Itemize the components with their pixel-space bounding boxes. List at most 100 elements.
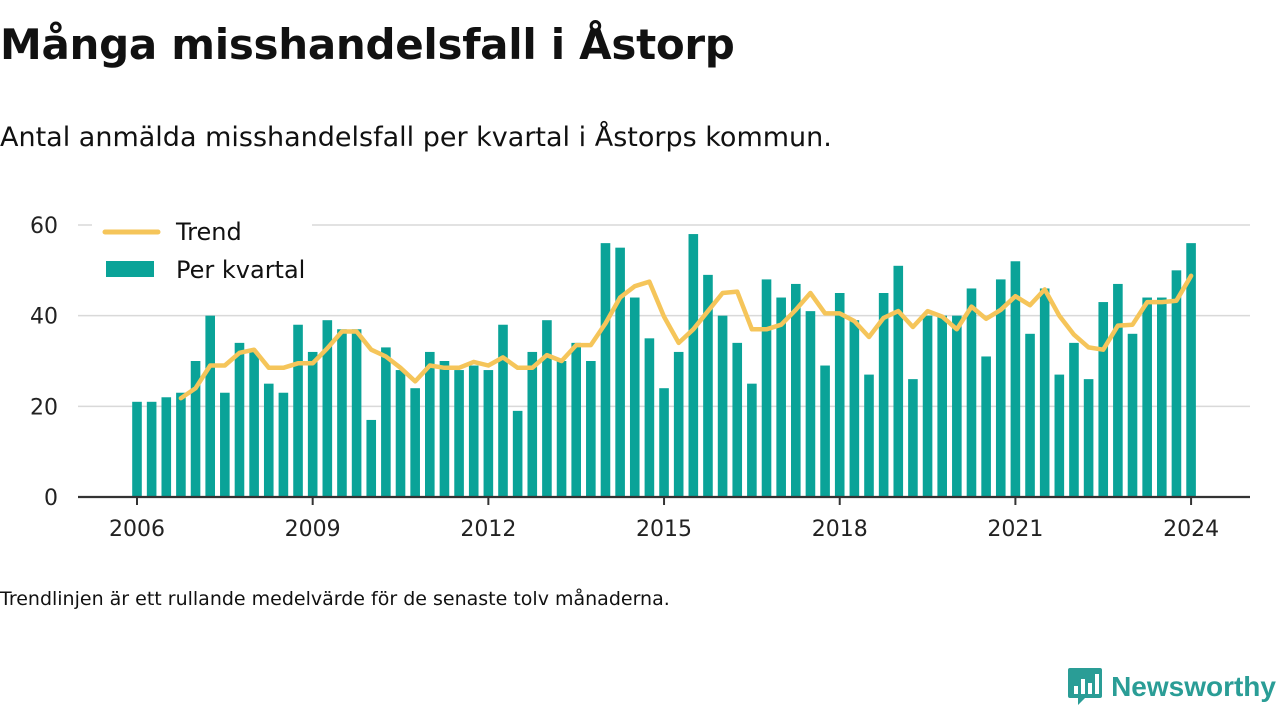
bar [1039,288,1050,497]
bar [1054,374,1065,497]
bar [1171,270,1182,497]
bar [878,293,889,497]
bar [761,279,772,497]
brand[interactable]: Newsworthy [1067,664,1276,710]
bar [263,383,274,497]
bar [249,351,259,497]
bar [600,243,611,497]
trend-layer [178,273,1194,401]
bar [527,351,538,497]
bar [966,288,977,497]
bar [659,388,669,497]
x-tick-label: 2006 [109,517,165,542]
bar [717,315,728,497]
y-tick-label: 40 [30,305,58,330]
bar [893,265,904,497]
bar [703,274,713,497]
bar [307,351,318,497]
bar [190,361,201,497]
bar [1127,333,1138,497]
bar [1186,243,1196,497]
bar [1098,302,1109,497]
newsworthy-logo-icon [1067,664,1103,710]
bar [586,361,596,497]
bar [834,293,845,497]
bar [146,401,157,497]
bars [132,234,1196,498]
bar [908,379,918,497]
bar [688,234,699,498]
bar [1069,342,1079,497]
y-tick-label: 60 [30,214,58,239]
x-tick-label: 2012 [460,517,516,542]
bar [747,383,757,497]
bar [205,315,215,497]
legend-bars-label: Per kvartal [176,256,305,284]
bar [425,351,435,497]
bar [176,392,186,497]
bar [1010,261,1021,497]
bar [220,392,230,497]
axes: 2006 2009 2012 2015 2018 2021 2024 [78,495,1250,542]
bar [1113,283,1123,497]
footnote: Trendlinjen är ett rullande medelvärde f… [0,588,670,610]
x-tick-label: 2021 [987,517,1043,542]
chart: 0 20 40 60 2006 2009 2012 2015 2018 2021 2024 Tre… [30,214,1250,542]
bar [161,397,172,497]
bar [629,297,640,497]
bar [512,410,523,497]
bar [381,347,391,497]
bar [351,329,362,497]
bar [278,392,289,497]
bar [673,351,684,497]
bar [615,247,625,497]
bar [995,279,1006,497]
bar [322,320,333,497]
bar [1142,297,1152,497]
bar [132,401,142,497]
bar [468,365,479,497]
brand-name: Newsworthy [1111,671,1276,702]
bar [571,342,581,497]
bar [498,324,508,497]
bar [776,297,786,497]
x-tick-label: 2018 [812,517,868,542]
bar [556,361,567,497]
bar [981,356,991,497]
legend-bars-swatch [106,261,154,277]
bar [337,329,347,497]
bar [732,342,743,497]
chart-subtitle: Antal anmälda misshandelsfall per kvarta… [0,122,832,153]
bar [791,283,801,497]
bar [234,342,245,497]
bar [820,365,830,497]
x-tick-label: 2009 [285,517,341,542]
bar [1025,333,1035,497]
bar [849,320,860,497]
bar [293,324,303,497]
bar [952,315,962,497]
legend-background [92,215,312,293]
bar [439,361,450,497]
bar [483,370,494,497]
y-tick-label: 0 [44,486,58,511]
bar [937,315,947,497]
x-tick-label: 2015 [636,517,692,542]
bar [644,338,655,497]
bar [366,419,377,497]
bar [864,374,874,497]
bar [542,320,552,497]
bar [805,311,816,497]
bar [410,388,420,497]
chart-title: Många misshandelsfall i Åstorp [0,20,735,69]
trend-line [178,273,1194,401]
legend-trend-label: Trend [175,218,242,246]
bar [454,370,464,497]
bar [395,370,406,497]
y-tick-label: 20 [30,395,58,420]
legend: Trend Per kvartal [92,215,312,293]
x-tick-label: 2024 [1163,517,1219,542]
bar [1083,379,1094,497]
bar [922,315,933,497]
bar [1157,297,1167,497]
